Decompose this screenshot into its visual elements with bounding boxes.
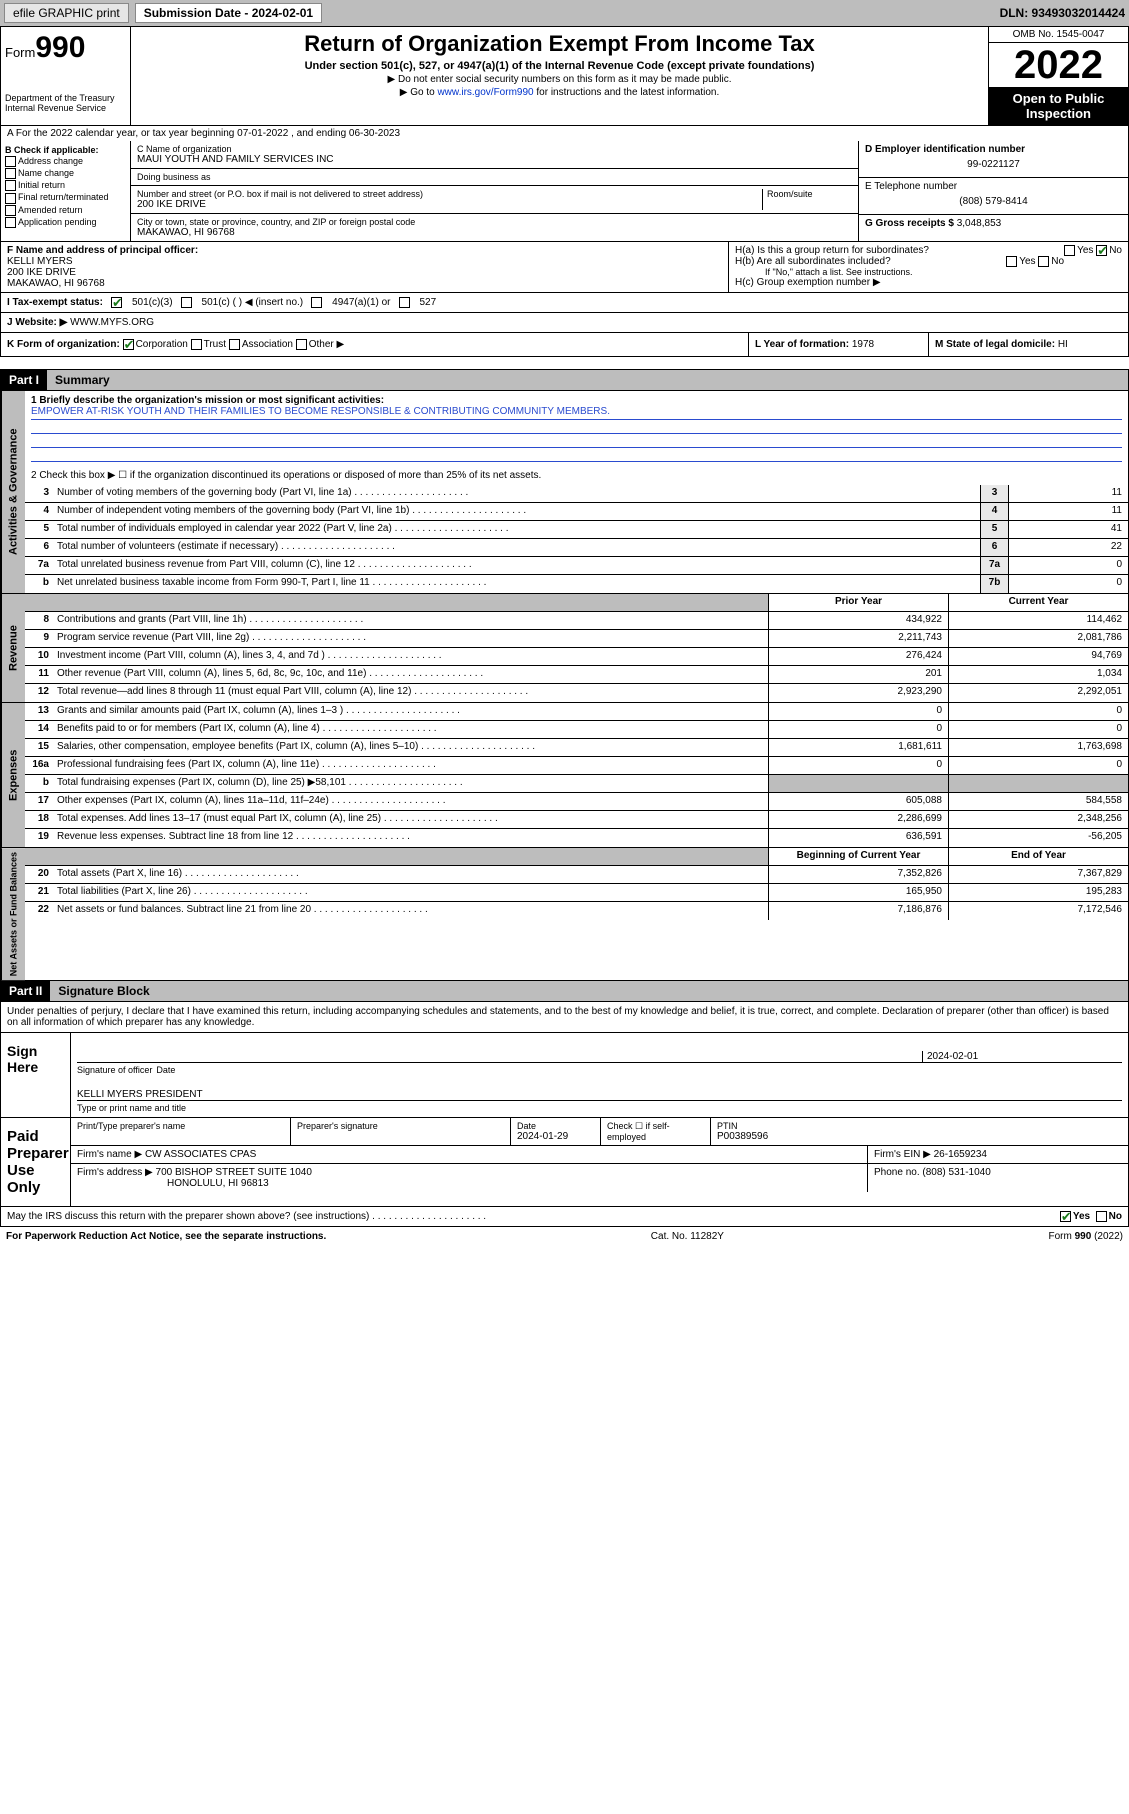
box-d: D Employer identification number 99-0221… (858, 141, 1128, 241)
form-header: Form990 Department of the Treasury Inter… (0, 26, 1129, 126)
website-value: WWW.MYFS.ORG (70, 317, 154, 328)
box-b: B Check if applicable: Address change Na… (1, 141, 131, 241)
dept-label: Department of the Treasury Internal Reve… (5, 93, 126, 113)
discuss-row: May the IRS discuss this return with the… (0, 1207, 1129, 1227)
irs-link[interactable]: www.irs.gov/Form990 (437, 87, 533, 98)
top-bar: efile GRAPHIC print Submission Date - 20… (0, 0, 1129, 26)
paid-preparer-row: Paid Preparer Use Only Print/Type prepar… (0, 1118, 1129, 1207)
gross-receipts: 3,048,853 (957, 218, 1002, 229)
period-line: A For the 2022 calendar year, or tax yea… (0, 126, 1129, 141)
omb-number: OMB No. 1545-0047 (989, 27, 1128, 43)
part1-title: Summary (47, 370, 1128, 390)
box-c: C Name of organization MAUI YOUTH AND FA… (131, 141, 858, 241)
declaration-text: Under penalties of perjury, I declare th… (0, 1002, 1129, 1033)
part1-header: Part I (1, 370, 47, 390)
side-net: Net Assets or Fund Balances (1, 848, 25, 980)
section-b-c-d: B Check if applicable: Address change Na… (0, 141, 1129, 242)
row-k-l-m: K Form of organization: Corporation Trus… (0, 333, 1129, 357)
subtitle-3: ▶ Go to www.irs.gov/Form990 for instruct… (139, 87, 980, 98)
city-state-zip: MAKAWAO, HI 96768 (137, 227, 852, 238)
submission-date: Submission Date - 2024-02-01 (135, 3, 322, 23)
row-f-h: F Name and address of principal officer:… (0, 242, 1129, 293)
ein: 99-0221127 (865, 155, 1122, 174)
open-public-badge: Open to Public Inspection (989, 87, 1128, 125)
website-row: J Website: ▶ WWW.MYFS.ORG (0, 313, 1129, 333)
tax-status-row: I Tax-exempt status: 501(c)(3) 501(c) ( … (0, 293, 1129, 313)
page-footer: For Paperwork Reduction Act Notice, see … (0, 1227, 1129, 1246)
side-expenses: Expenses (1, 703, 25, 847)
street-address: 200 IKE DRIVE (137, 199, 762, 210)
phone: (808) 579-8414 (865, 192, 1122, 211)
governance-section: Activities & Governance 1 Briefly descri… (0, 391, 1129, 594)
side-revenue: Revenue (1, 594, 25, 702)
revenue-section: Revenue Prior Year Current Year 8Contrib… (0, 594, 1129, 703)
part2-title: Signature Block (50, 981, 1128, 1001)
net-assets-section: Net Assets or Fund Balances Beginning of… (0, 848, 1129, 981)
501c3-checkbox[interactable] (111, 297, 122, 308)
form-title: Return of Organization Exempt From Incom… (139, 31, 980, 57)
part2-header: Part II (1, 981, 50, 1001)
subtitle-1: Under section 501(c), 527, or 4947(a)(1)… (139, 60, 980, 72)
mission-text: EMPOWER AT-RISK YOUTH AND THEIR FAMILIES… (31, 406, 1122, 420)
sign-here-row: Sign Here 2024-02-01 Signature of office… (0, 1033, 1129, 1118)
subtitle-2: ▶ Do not enter social security numbers o… (139, 74, 980, 85)
efile-button[interactable]: efile GRAPHIC print (4, 3, 129, 23)
side-governance: Activities & Governance (1, 391, 25, 593)
form-number: Form990 (5, 31, 126, 65)
dln-label: DLN: 93493032014424 (1000, 6, 1125, 20)
expenses-section: Expenses 13Grants and similar amounts pa… (0, 703, 1129, 848)
tax-year: 2022 (989, 43, 1128, 87)
org-name: MAUI YOUTH AND FAMILY SERVICES INC (137, 154, 852, 165)
